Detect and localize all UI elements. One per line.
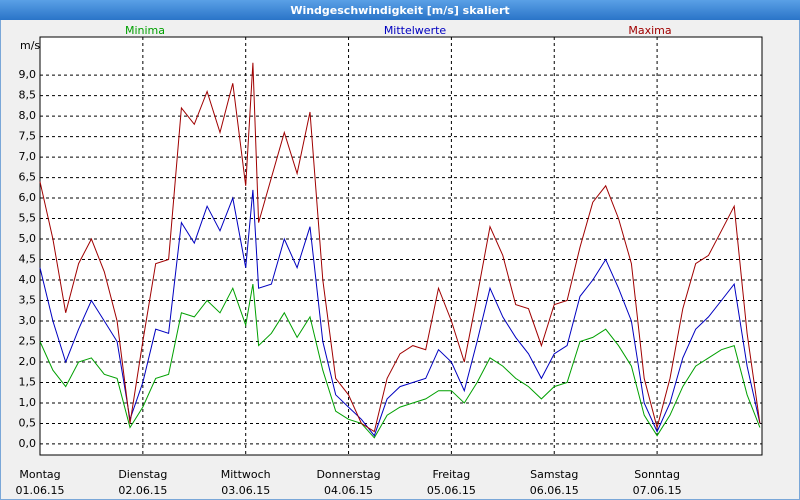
x-tick-day: Samstag — [530, 468, 578, 481]
plot-area — [39, 36, 763, 456]
x-tick-day: Donnerstag — [316, 468, 380, 481]
y-tick-label: 6,0 — [19, 191, 37, 204]
series-line — [39, 284, 761, 439]
legend-entry: Mittelwerte — [384, 24, 447, 37]
x-tick-label: 06.06.15 — [530, 484, 579, 497]
y-tick-label: 7,5 — [19, 130, 37, 143]
x-tick-label: 07.06.15 — [633, 484, 682, 497]
y-tick-label: 0,5 — [19, 416, 37, 429]
x-tick-label: 01.06.15 — [16, 484, 65, 497]
y-tick-label: 0,0 — [19, 437, 37, 450]
x-tick-label: 04.06.15 — [324, 484, 373, 497]
y-tick-label: 2,0 — [19, 355, 37, 368]
legend-entry: Maxima — [628, 24, 671, 37]
y-tick-label: 9,0 — [19, 68, 37, 81]
y-axis-label: m/s — [20, 39, 40, 52]
y-tick-label: 8,5 — [19, 89, 37, 102]
y-tick-label: 5,0 — [19, 232, 37, 245]
y-tick-label: 5,5 — [19, 212, 37, 225]
y-tick-label: 3,5 — [19, 294, 37, 307]
series-line — [39, 189, 761, 437]
x-tick-label: 03.06.15 — [221, 484, 270, 497]
title-bar — [0, 0, 800, 20]
y-tick-label: 4,5 — [19, 253, 37, 266]
y-tick-label: 4,0 — [19, 273, 37, 286]
y-tick-label: 2,5 — [19, 334, 37, 347]
x-tick-label: 05.06.15 — [427, 484, 476, 497]
legend-entry: Minima — [125, 24, 165, 37]
y-tick-label: 8,0 — [19, 109, 37, 122]
series-line — [39, 62, 761, 433]
chart-title: Windgeschwindigkeit [m/s] skaliert — [290, 4, 509, 17]
y-tick-label: 6,5 — [19, 171, 37, 184]
x-tick-day: Freitag — [433, 468, 471, 481]
x-tick-day: Sonntag — [634, 468, 680, 481]
x-tick-label: 02.06.15 — [118, 484, 167, 497]
y-tick-label: 3,0 — [19, 314, 37, 327]
y-tick-label: 1,0 — [19, 396, 37, 409]
x-tick-day: Montag — [19, 468, 60, 481]
x-tick-day: Mittwoch — [221, 468, 271, 481]
y-tick-label: 7,0 — [19, 150, 37, 163]
x-tick-day: Dienstag — [118, 468, 167, 481]
y-tick-label: 1,5 — [19, 375, 37, 388]
